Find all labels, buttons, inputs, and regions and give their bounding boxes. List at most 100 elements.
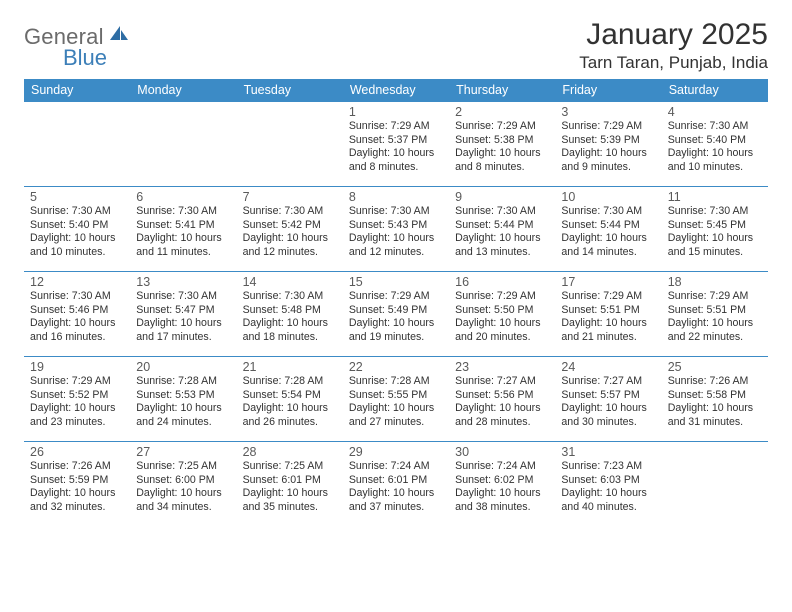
day-number: 28 xyxy=(243,445,337,459)
day-cell: 9Sunrise: 7:30 AMSunset: 5:44 PMDaylight… xyxy=(449,187,555,272)
day-cell: 12Sunrise: 7:30 AMSunset: 5:46 PMDayligh… xyxy=(24,272,130,357)
day-number: 11 xyxy=(668,190,762,204)
day-info: Sunrise: 7:25 AMSunset: 6:01 PMDaylight:… xyxy=(243,460,337,514)
day-header-friday: Friday xyxy=(555,79,661,102)
day-cell: 2Sunrise: 7:29 AMSunset: 5:38 PMDaylight… xyxy=(449,102,555,187)
day-info: Sunrise: 7:30 AMSunset: 5:40 PMDaylight:… xyxy=(668,120,762,174)
day-number: 27 xyxy=(136,445,230,459)
day-info: Sunrise: 7:29 AMSunset: 5:51 PMDaylight:… xyxy=(668,290,762,344)
day-cell: 11Sunrise: 7:30 AMSunset: 5:45 PMDayligh… xyxy=(662,187,768,272)
day-number: 22 xyxy=(349,360,443,374)
day-number: 12 xyxy=(30,275,124,289)
day-number: 3 xyxy=(561,105,655,119)
day-cell: 4Sunrise: 7:30 AMSunset: 5:40 PMDaylight… xyxy=(662,102,768,187)
title-block: January 2025 Tarn Taran, Punjab, India xyxy=(579,18,768,73)
day-info: Sunrise: 7:29 AMSunset: 5:49 PMDaylight:… xyxy=(349,290,443,344)
day-info: Sunrise: 7:24 AMSunset: 6:02 PMDaylight:… xyxy=(455,460,549,514)
day-header-saturday: Saturday xyxy=(662,79,768,102)
page-title: January 2025 xyxy=(579,18,768,51)
day-cell xyxy=(130,102,236,187)
day-info: Sunrise: 7:30 AMSunset: 5:43 PMDaylight:… xyxy=(349,205,443,259)
week-row: 26Sunrise: 7:26 AMSunset: 5:59 PMDayligh… xyxy=(24,442,768,527)
day-info: Sunrise: 7:30 AMSunset: 5:48 PMDaylight:… xyxy=(243,290,337,344)
day-number: 18 xyxy=(668,275,762,289)
day-info: Sunrise: 7:29 AMSunset: 5:37 PMDaylight:… xyxy=(349,120,443,174)
day-info: Sunrise: 7:23 AMSunset: 6:03 PMDaylight:… xyxy=(561,460,655,514)
day-cell: 17Sunrise: 7:29 AMSunset: 5:51 PMDayligh… xyxy=(555,272,661,357)
day-info: Sunrise: 7:24 AMSunset: 6:01 PMDaylight:… xyxy=(349,460,443,514)
day-info: Sunrise: 7:29 AMSunset: 5:50 PMDaylight:… xyxy=(455,290,549,344)
day-cell: 16Sunrise: 7:29 AMSunset: 5:50 PMDayligh… xyxy=(449,272,555,357)
day-number: 31 xyxy=(561,445,655,459)
header: General Blue January 2025 Tarn Taran, Pu… xyxy=(24,18,768,73)
week-row: 5Sunrise: 7:30 AMSunset: 5:40 PMDaylight… xyxy=(24,187,768,272)
day-info: Sunrise: 7:28 AMSunset: 5:55 PMDaylight:… xyxy=(349,375,443,429)
day-cell: 24Sunrise: 7:27 AMSunset: 5:57 PMDayligh… xyxy=(555,357,661,442)
day-cell: 19Sunrise: 7:29 AMSunset: 5:52 PMDayligh… xyxy=(24,357,130,442)
day-number: 25 xyxy=(668,360,762,374)
day-number: 19 xyxy=(30,360,124,374)
day-number: 7 xyxy=(243,190,337,204)
week-row: 1Sunrise: 7:29 AMSunset: 5:37 PMDaylight… xyxy=(24,102,768,187)
day-cell: 10Sunrise: 7:30 AMSunset: 5:44 PMDayligh… xyxy=(555,187,661,272)
day-info: Sunrise: 7:25 AMSunset: 6:00 PMDaylight:… xyxy=(136,460,230,514)
day-cell: 18Sunrise: 7:29 AMSunset: 5:51 PMDayligh… xyxy=(662,272,768,357)
day-info: Sunrise: 7:29 AMSunset: 5:52 PMDaylight:… xyxy=(30,375,124,429)
day-info: Sunrise: 7:30 AMSunset: 5:44 PMDaylight:… xyxy=(561,205,655,259)
day-number: 15 xyxy=(349,275,443,289)
day-info: Sunrise: 7:29 AMSunset: 5:39 PMDaylight:… xyxy=(561,120,655,174)
calendar-table: SundayMondayTuesdayWednesdayThursdayFrid… xyxy=(24,79,768,527)
day-number: 29 xyxy=(349,445,443,459)
day-number: 23 xyxy=(455,360,549,374)
day-cell: 8Sunrise: 7:30 AMSunset: 5:43 PMDaylight… xyxy=(343,187,449,272)
brand-sub: Blue xyxy=(25,39,107,71)
day-cell xyxy=(24,102,130,187)
day-cell: 22Sunrise: 7:28 AMSunset: 5:55 PMDayligh… xyxy=(343,357,449,442)
sail-icon xyxy=(109,25,129,48)
day-header-wednesday: Wednesday xyxy=(343,79,449,102)
day-info: Sunrise: 7:28 AMSunset: 5:54 PMDaylight:… xyxy=(243,375,337,429)
day-cell xyxy=(662,442,768,527)
week-row: 12Sunrise: 7:30 AMSunset: 5:46 PMDayligh… xyxy=(24,272,768,357)
day-info: Sunrise: 7:27 AMSunset: 5:57 PMDaylight:… xyxy=(561,375,655,429)
day-number: 16 xyxy=(455,275,549,289)
day-number: 21 xyxy=(243,360,337,374)
day-number: 4 xyxy=(668,105,762,119)
day-info: Sunrise: 7:30 AMSunset: 5:45 PMDaylight:… xyxy=(668,205,762,259)
day-info: Sunrise: 7:30 AMSunset: 5:47 PMDaylight:… xyxy=(136,290,230,344)
day-info: Sunrise: 7:29 AMSunset: 5:51 PMDaylight:… xyxy=(561,290,655,344)
day-cell: 21Sunrise: 7:28 AMSunset: 5:54 PMDayligh… xyxy=(237,357,343,442)
day-cell: 13Sunrise: 7:30 AMSunset: 5:47 PMDayligh… xyxy=(130,272,236,357)
day-info: Sunrise: 7:30 AMSunset: 5:41 PMDaylight:… xyxy=(136,205,230,259)
day-header-tuesday: Tuesday xyxy=(237,79,343,102)
day-info: Sunrise: 7:29 AMSunset: 5:38 PMDaylight:… xyxy=(455,120,549,174)
day-cell: 28Sunrise: 7:25 AMSunset: 6:01 PMDayligh… xyxy=(237,442,343,527)
day-number: 6 xyxy=(136,190,230,204)
day-info: Sunrise: 7:28 AMSunset: 5:53 PMDaylight:… xyxy=(136,375,230,429)
day-header-monday: Monday xyxy=(130,79,236,102)
day-cell: 20Sunrise: 7:28 AMSunset: 5:53 PMDayligh… xyxy=(130,357,236,442)
day-cell: 25Sunrise: 7:26 AMSunset: 5:58 PMDayligh… xyxy=(662,357,768,442)
day-cell: 31Sunrise: 7:23 AMSunset: 6:03 PMDayligh… xyxy=(555,442,661,527)
day-header-thursday: Thursday xyxy=(449,79,555,102)
day-number: 9 xyxy=(455,190,549,204)
day-number: 26 xyxy=(30,445,124,459)
week-row: 19Sunrise: 7:29 AMSunset: 5:52 PMDayligh… xyxy=(24,357,768,442)
location-text: Tarn Taran, Punjab, India xyxy=(579,53,768,73)
day-cell: 5Sunrise: 7:30 AMSunset: 5:40 PMDaylight… xyxy=(24,187,130,272)
day-number: 30 xyxy=(455,445,549,459)
day-cell: 30Sunrise: 7:24 AMSunset: 6:02 PMDayligh… xyxy=(449,442,555,527)
day-number: 13 xyxy=(136,275,230,289)
day-cell: 26Sunrise: 7:26 AMSunset: 5:59 PMDayligh… xyxy=(24,442,130,527)
day-number: 8 xyxy=(349,190,443,204)
day-cell: 27Sunrise: 7:25 AMSunset: 6:00 PMDayligh… xyxy=(130,442,236,527)
day-number: 10 xyxy=(561,190,655,204)
day-info: Sunrise: 7:26 AMSunset: 5:59 PMDaylight:… xyxy=(30,460,124,514)
day-number: 20 xyxy=(136,360,230,374)
day-cell: 7Sunrise: 7:30 AMSunset: 5:42 PMDaylight… xyxy=(237,187,343,272)
day-cell: 14Sunrise: 7:30 AMSunset: 5:48 PMDayligh… xyxy=(237,272,343,357)
day-number: 24 xyxy=(561,360,655,374)
brand-text-2: Blue xyxy=(25,45,107,71)
day-info: Sunrise: 7:30 AMSunset: 5:44 PMDaylight:… xyxy=(455,205,549,259)
day-cell xyxy=(237,102,343,187)
